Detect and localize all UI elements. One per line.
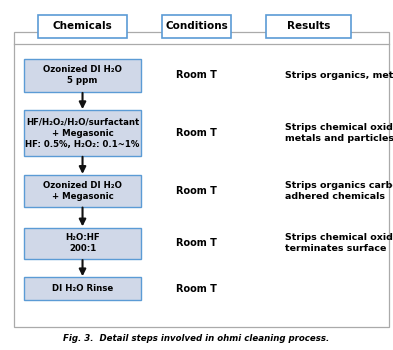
Text: Ozonized DI H₂O
5 ppm: Ozonized DI H₂O 5 ppm: [43, 65, 122, 85]
Bar: [24, 175, 141, 206]
Text: Conditions: Conditions: [165, 21, 228, 31]
Bar: [24, 228, 141, 259]
Bar: [24, 277, 141, 300]
Text: Fig. 3.  Detail steps involved in ohmi cleaning process.: Fig. 3. Detail steps involved in ohmi cl…: [63, 334, 330, 343]
Text: Room T: Room T: [176, 238, 217, 248]
Bar: [38, 15, 127, 38]
Text: Room T: Room T: [176, 70, 217, 80]
Text: Ozonized DI H₂O
+ Megasonic: Ozonized DI H₂O + Megasonic: [43, 181, 122, 201]
Text: Results: Results: [287, 21, 330, 31]
Text: Strips organics, metals: Strips organics, metals: [285, 71, 393, 80]
Text: Strips chemical oxide, H
terminates surface: Strips chemical oxide, H terminates surf…: [285, 233, 393, 253]
Text: HF/H₂O₂/H₂O/surfactant
+ Megasonic
HF: 0.5%, H₂O₂: 0.1~1%: HF/H₂O₂/H₂O/surfactant + Megasonic HF: 0…: [25, 117, 140, 149]
Text: Chemicals: Chemicals: [53, 21, 112, 31]
Text: Strips chemical oxide,
metals and particles: Strips chemical oxide, metals and partic…: [285, 123, 393, 143]
Text: H₂O:HF
200:1: H₂O:HF 200:1: [65, 233, 100, 253]
Text: DI H₂O Rinse: DI H₂O Rinse: [52, 284, 113, 293]
Bar: [24, 110, 141, 156]
Text: Strips organics carbon,
adhered chemicals: Strips organics carbon, adhered chemical…: [285, 181, 393, 201]
Text: Room T: Room T: [176, 186, 217, 196]
Bar: [14, 32, 389, 327]
Text: Room T: Room T: [176, 128, 217, 138]
Text: Room T: Room T: [176, 284, 217, 294]
Bar: [24, 58, 141, 92]
Bar: [162, 15, 231, 38]
Bar: [266, 15, 351, 38]
